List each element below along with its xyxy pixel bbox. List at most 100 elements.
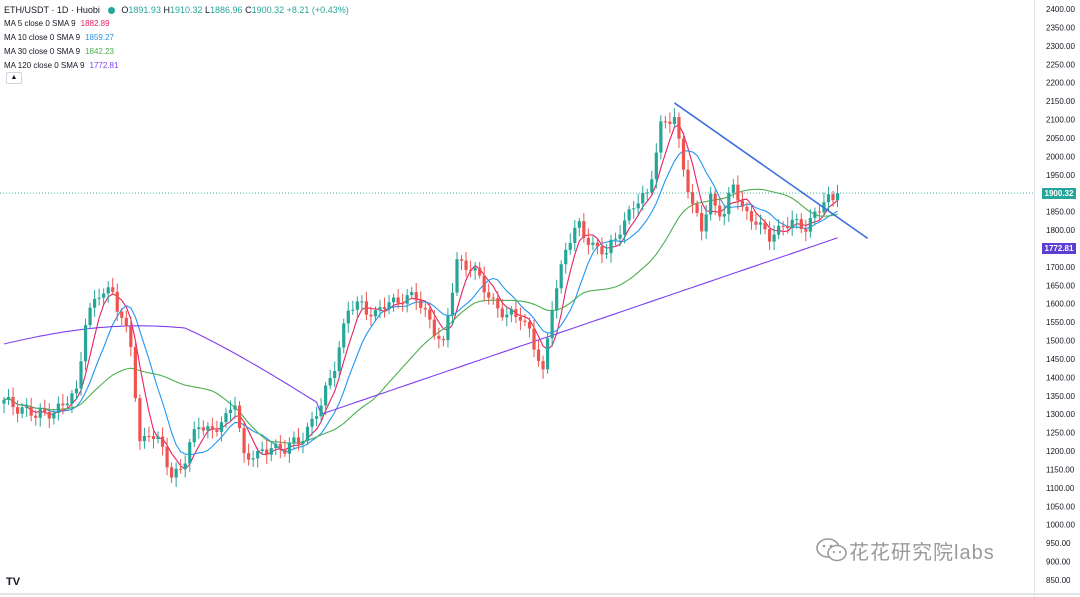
candle bbox=[405, 289, 409, 313]
candle bbox=[650, 170, 654, 196]
candle-body bbox=[2, 399, 6, 404]
candle-body bbox=[663, 121, 667, 123]
price-tick-label: 1550.00 bbox=[1046, 318, 1075, 327]
candle bbox=[786, 217, 790, 234]
candle bbox=[301, 432, 305, 454]
candle bbox=[668, 112, 672, 134]
candle-body bbox=[641, 192, 645, 204]
candle bbox=[147, 426, 151, 443]
candle bbox=[310, 411, 314, 436]
candle bbox=[319, 397, 323, 423]
candle bbox=[446, 308, 450, 348]
candle-body bbox=[568, 243, 572, 250]
candle-body bbox=[396, 297, 400, 304]
candle bbox=[165, 437, 169, 476]
candle-body bbox=[43, 409, 47, 412]
candle-body bbox=[333, 371, 337, 379]
candle bbox=[600, 237, 604, 264]
candle bbox=[15, 400, 20, 423]
candle bbox=[387, 294, 391, 315]
candle bbox=[550, 301, 554, 347]
legend-collapse-button[interactable]: ▲ bbox=[6, 72, 22, 84]
candle bbox=[718, 197, 722, 221]
candle bbox=[129, 316, 133, 357]
candle-body bbox=[219, 422, 224, 432]
candle bbox=[487, 283, 491, 305]
candle bbox=[47, 403, 51, 429]
candle-body bbox=[6, 396, 11, 400]
candle-body bbox=[468, 269, 473, 271]
candle bbox=[328, 369, 332, 390]
candle bbox=[437, 327, 441, 349]
candle bbox=[360, 295, 364, 310]
candle-body bbox=[201, 427, 205, 431]
candle-body bbox=[382, 307, 387, 310]
price-tick-label: 1100.00 bbox=[1046, 484, 1075, 493]
price-tick-label: 2100.00 bbox=[1046, 116, 1075, 125]
candle-body bbox=[387, 302, 391, 310]
candle bbox=[38, 403, 42, 427]
candle-body bbox=[546, 338, 550, 370]
candle-body bbox=[645, 192, 649, 194]
candle-body bbox=[527, 321, 532, 329]
indicator-ma10[interactable]: MA 10 close 0 SMA 9 1859.27 bbox=[4, 31, 349, 45]
candle bbox=[151, 430, 156, 449]
candle-body bbox=[52, 413, 56, 419]
price-tick-label: 900.00 bbox=[1046, 558, 1071, 567]
candle bbox=[133, 339, 137, 402]
candle-body bbox=[210, 426, 214, 431]
candle bbox=[373, 306, 378, 322]
candle bbox=[555, 279, 559, 319]
candle bbox=[219, 416, 224, 442]
price-tick-label: 1950.00 bbox=[1046, 171, 1075, 180]
candle-body bbox=[337, 347, 341, 372]
candle-body bbox=[518, 316, 523, 321]
candle bbox=[826, 186, 831, 212]
trendline-drawing[interactable] bbox=[673, 102, 869, 240]
candle bbox=[88, 302, 92, 329]
candle-body bbox=[740, 200, 744, 207]
candle bbox=[378, 299, 382, 319]
candle bbox=[410, 286, 414, 300]
candle bbox=[505, 306, 509, 327]
tradingview-logo-icon[interactable]: TV bbox=[6, 576, 21, 588]
candle-body bbox=[636, 203, 640, 209]
candle bbox=[428, 302, 432, 329]
candle-body bbox=[405, 295, 409, 304]
candle-body bbox=[15, 407, 20, 414]
candle-body bbox=[722, 214, 726, 217]
price-tick-label: 1650.00 bbox=[1046, 281, 1075, 290]
candle-body bbox=[536, 349, 541, 362]
indicator-ma120[interactable]: MA 120 close 0 SMA 9 1772.81 bbox=[4, 59, 349, 73]
candle bbox=[237, 401, 242, 433]
candle-body bbox=[623, 220, 627, 235]
symbol-legend-row[interactable]: ETH/USDT · 1D · Huobi O1891.93 H1910.32 … bbox=[4, 3, 349, 17]
price-tick-label: 1850.00 bbox=[1046, 208, 1075, 217]
candle-body bbox=[111, 287, 115, 292]
candle-body bbox=[410, 292, 414, 296]
candle bbox=[564, 242, 568, 274]
candle-body bbox=[432, 319, 436, 336]
candle-body bbox=[541, 361, 545, 370]
indicator-ma30[interactable]: MA 30 close 0 SMA 9 1842.23 bbox=[4, 45, 349, 59]
candle bbox=[183, 455, 187, 478]
price-axis[interactable]: 850.00 900.00 950.00 1000.00 1050.00 1100.00 1… bbox=[1046, 5, 1075, 585]
indicator-ma5[interactable]: MA 5 close 0 SMA 9 1882.89 bbox=[4, 17, 349, 31]
candle bbox=[654, 143, 658, 189]
candle-body bbox=[586, 237, 590, 245]
symbol-title[interactable]: ETH/USDT · 1D · Huobi bbox=[4, 5, 100, 15]
candle bbox=[111, 277, 115, 296]
candle bbox=[817, 204, 821, 222]
candle bbox=[79, 351, 83, 396]
candle-body bbox=[324, 385, 328, 406]
candle bbox=[224, 407, 228, 428]
price-tick-label: 1400.00 bbox=[1046, 373, 1075, 382]
candle bbox=[43, 399, 47, 416]
candle-body bbox=[550, 310, 554, 339]
candle-body bbox=[292, 437, 296, 443]
candle bbox=[745, 202, 749, 220]
candle-body bbox=[826, 194, 831, 203]
candle-body bbox=[731, 184, 735, 193]
price-tick-label: 2350.00 bbox=[1046, 23, 1075, 32]
